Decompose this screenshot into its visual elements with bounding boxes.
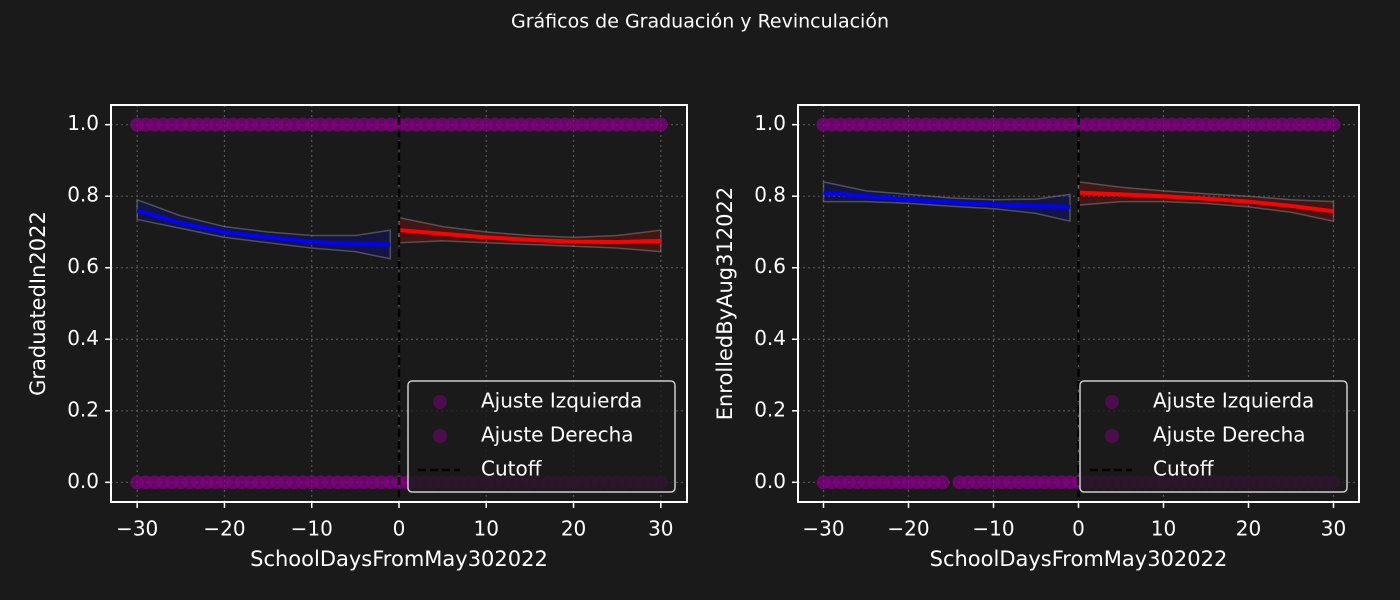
legend-marker [433,429,447,443]
y-axis-label: GraduatedIn2022 [26,211,50,396]
scatter-point [1326,117,1341,132]
x-tick-label: −20 [887,517,929,541]
figure-title: Gráficos de Graduación y Revinculación [511,11,889,33]
subplot: −30 −20 −10 0 10 20 30 0.0 0.2 0.4 0.6 0.8 1.0 School… [713,104,1360,571]
fit-line [1078,190,1334,214]
scatter-point [935,475,950,490]
legend-marker [433,395,447,409]
x-tick-label: 0 [1072,517,1085,541]
y-tick-label: 0.4 [754,326,786,350]
x-tick-label: 10 [474,517,499,541]
legend-marker [1105,429,1119,443]
x-tick-label: −30 [802,517,844,541]
y-tick-label: 0.2 [67,397,99,421]
y-tick-label: 0.0 [67,469,99,493]
legend-box [1079,380,1348,493]
x-axis-label: SchoolDaysFromMay302022 [930,547,1228,571]
legend-label: Ajuste Izquierda [481,389,642,413]
legend-label: Ajuste Izquierda [1153,389,1314,413]
y-tick-label: 0.8 [67,183,99,207]
y-tick-label: 0.0 [754,469,786,493]
axes-frame [797,104,1360,503]
y-tick-label: 0.4 [67,326,99,350]
y-tick-label: 0.2 [754,397,786,421]
legend-label: Cutoff [1153,457,1215,481]
fit-line [398,228,661,244]
fit-line [823,190,1071,209]
legend: Ajuste Izquierda Ajuste Derecha Cutoff [1079,380,1348,493]
x-tick-label: 30 [648,517,673,541]
x-tick-label: 0 [393,517,406,541]
x-tick-label: −30 [116,517,158,541]
y-axis-label: EnrolledByAug312022 [713,187,737,421]
y-tick-label: 1.0 [754,111,786,135]
x-tick-label: 30 [1321,517,1346,541]
axes-frame [110,104,688,503]
x-tick-label: −10 [291,517,333,541]
x-tick-label: 20 [1236,517,1261,541]
x-axis-label: SchoolDaysFromMay302022 [250,547,548,571]
legend-label: Ajuste Derecha [481,423,634,447]
y-tick-label: 0.6 [67,254,99,278]
x-tick-label: −20 [203,517,245,541]
legend-label: Ajuste Derecha [1153,423,1306,447]
scatter-point [653,117,668,132]
y-tick-label: 1.0 [67,111,99,135]
confidence-band [1077,181,1335,223]
fit-line [136,208,391,247]
legend: Ajuste Izquierda Ajuste Derecha Cutoff [407,380,676,493]
legend-marker [1105,395,1119,409]
x-tick-label: 10 [1151,517,1176,541]
x-tick-label: 20 [561,517,586,541]
legend-label: Cutoff [481,457,543,481]
y-tick-label: 0.8 [754,183,786,207]
legend-box [407,380,676,493]
x-tick-label: −10 [972,517,1014,541]
subplot: −30 −20 −10 0 10 20 30 0.0 0.2 0.4 0.6 0.8 1.0 School… [26,104,688,571]
y-tick-label: 0.6 [754,254,786,278]
